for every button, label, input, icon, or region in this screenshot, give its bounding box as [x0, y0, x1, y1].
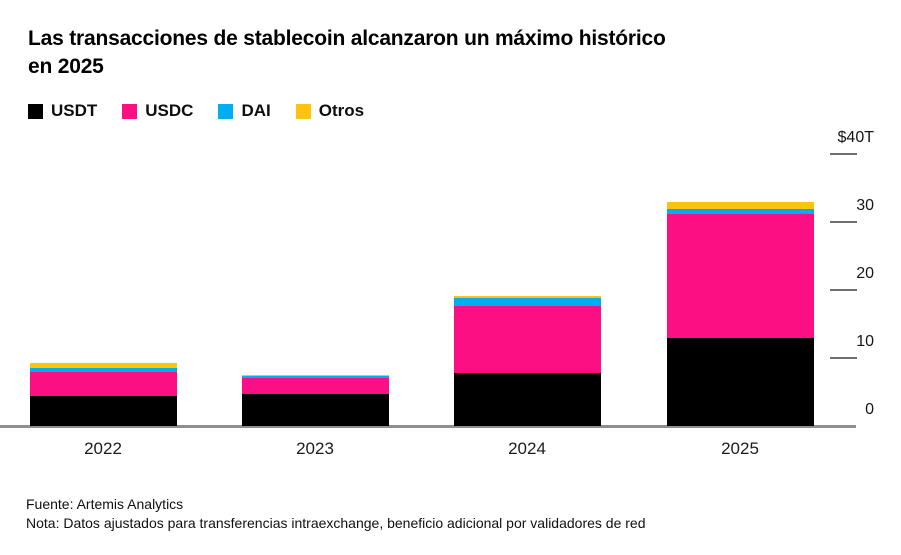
legend-swatch-usdc-icon [122, 103, 138, 119]
x-label-2022: 2022 [84, 439, 122, 458]
chart-title: Las transacciones de stablecoin alcanzar… [28, 27, 666, 78]
legend-item-dai: DAI [218, 101, 271, 121]
legend-swatch-otros-icon [295, 103, 311, 119]
bar-segment-2023-otros [241, 375, 389, 377]
legend-item-otros: Otros [295, 101, 365, 121]
legend-item-usdt: USDT [28, 101, 97, 121]
x-label-2023: 2023 [296, 439, 334, 458]
x-label-2024: 2024 [508, 439, 546, 458]
legend-swatch-dai-icon [218, 103, 234, 119]
x-label-2025: 2025 [721, 439, 759, 458]
bar-segment-2025-dai [666, 209, 814, 214]
bar-segment-2023-usdc [241, 377, 389, 395]
bar-segment-2024-dai [453, 298, 601, 307]
note-text: Nota: Datos ajustados para transferencia… [26, 515, 646, 531]
legend-item-usdc: USDC [122, 101, 193, 121]
bar-segment-2024-otros [453, 296, 601, 299]
bar-segment-2024-usdc [453, 306, 601, 373]
x-axis-baseline [0, 425, 856, 428]
y-tick-label-20: 20 [856, 265, 874, 282]
bar-segment-2022-otros [29, 363, 177, 369]
legend-label-usdt: USDT [51, 101, 98, 120]
bar-segment-2025-usdc [666, 213, 814, 339]
bar-segment-2022-usdt [29, 396, 177, 426]
y-tick-20 [830, 289, 857, 291]
bar-segment-2023-dai [241, 376, 389, 378]
bar-segment-2025-usdt [666, 338, 814, 426]
chart-footer: Fuente: Artemis Analytics Nota: Datos aj… [26, 495, 646, 533]
bar-segment-2022-usdc [29, 372, 177, 397]
y-tick-30 [830, 221, 857, 223]
y-tick-label-10: 10 [856, 333, 874, 350]
source-text: Fuente: Artemis Analytics [26, 496, 184, 512]
legend-label-dai: DAI [241, 101, 271, 120]
y-tick-10 [830, 357, 857, 359]
y-tick-label-0: 0 [865, 401, 874, 418]
legend-label-otros: Otros [318, 101, 365, 120]
bar-segment-2022-dai [29, 368, 177, 373]
chart-legend: USDT USDC DAI Otros [28, 101, 364, 121]
bar-segment-2025-otros [666, 202, 814, 210]
bar-segment-2023-usdt [241, 394, 389, 426]
y-tick-label-30: 30 [856, 197, 874, 214]
legend-label-usdc: USDC [145, 101, 194, 120]
y-tick-label-40: $40T [837, 129, 874, 146]
legend-swatch-usdt-icon [28, 103, 43, 119]
y-tick-40 [830, 153, 857, 155]
bar-segment-2024-usdt [453, 372, 601, 426]
